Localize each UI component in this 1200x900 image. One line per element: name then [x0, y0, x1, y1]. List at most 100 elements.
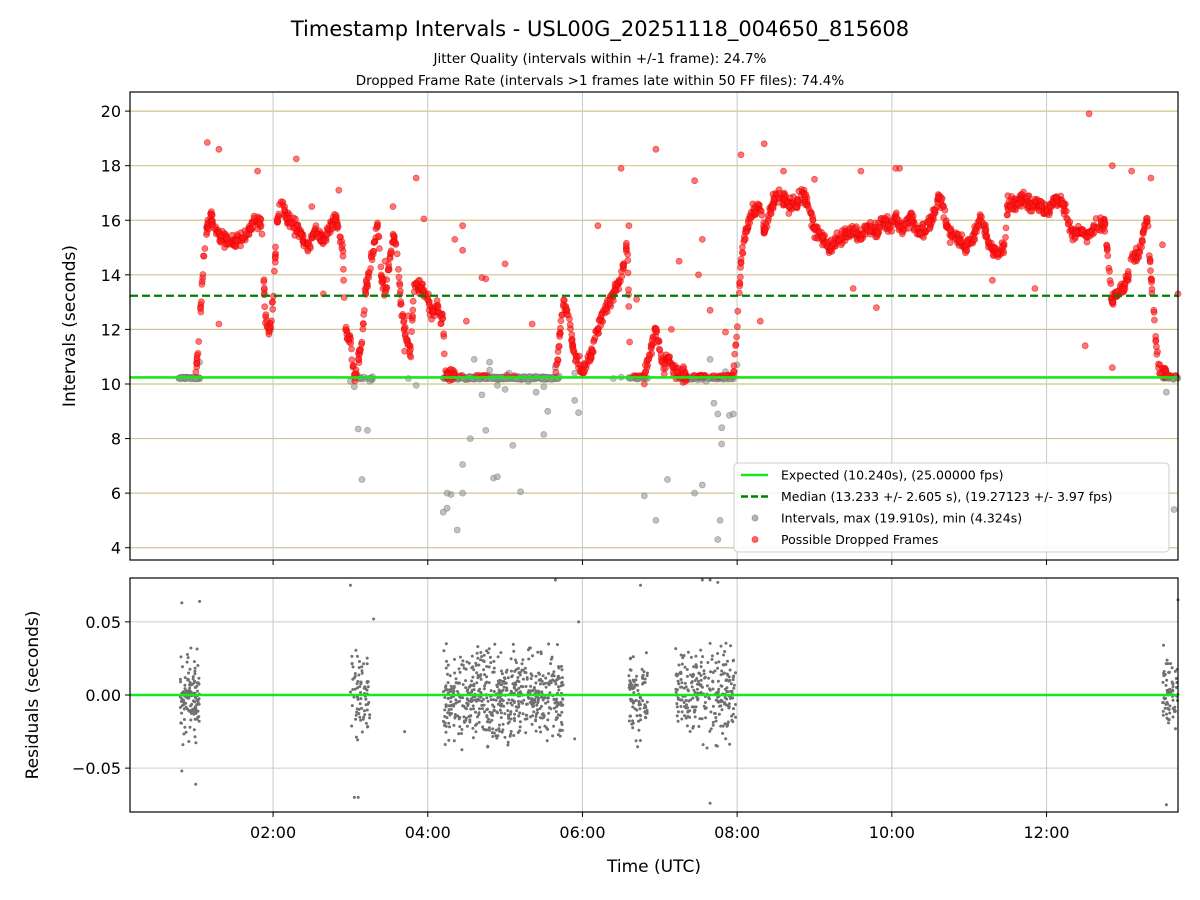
residual-point [498, 729, 501, 733]
residual-point [471, 726, 475, 730]
residual-point [509, 657, 513, 661]
residual-point [540, 716, 544, 720]
dropped-frame-point [408, 328, 416, 336]
residual-point [1165, 678, 1169, 682]
residual-point [710, 654, 714, 658]
residual-point [645, 708, 649, 712]
dropped-frame-point [1109, 298, 1117, 306]
residual-point [723, 650, 727, 653]
dropped-frame-point [1066, 218, 1074, 226]
residual-point [1161, 713, 1165, 717]
dropped-frame-point [804, 203, 812, 211]
residual-point [486, 707, 489, 711]
dropped-frame-point [272, 243, 279, 251]
residual-point [502, 676, 506, 680]
residual-point [195, 647, 199, 651]
dropped-frame-point [320, 237, 328, 245]
dropped-frame-point [384, 266, 392, 274]
residual-point [513, 712, 517, 716]
residual-point [359, 682, 363, 686]
residual-point [442, 649, 446, 653]
residual-point [444, 642, 448, 646]
residual-point [507, 698, 511, 702]
residual-point [474, 723, 477, 727]
residual-point [688, 730, 692, 733]
residual-point [682, 686, 686, 690]
residual-point [699, 665, 703, 669]
dropped-frame-point [447, 365, 455, 373]
residual-point [447, 721, 451, 725]
residual-point [506, 743, 510, 747]
dropped-frame-point [828, 247, 836, 255]
residual-point [643, 715, 647, 719]
residual-point [483, 684, 487, 688]
residual-point [732, 686, 736, 690]
residual-point [498, 678, 502, 682]
residual-point [555, 704, 559, 707]
residual-point [1168, 711, 1172, 715]
residual-point [724, 703, 728, 707]
dropped-frame-point [698, 235, 706, 243]
residual-point [178, 706, 182, 709]
residual-point [694, 665, 698, 669]
residual-point [502, 704, 506, 708]
residual-point [354, 735, 358, 739]
residual-point [551, 734, 555, 738]
residual-point [444, 666, 448, 670]
dropped-frame-point [738, 249, 746, 256]
dropped-frame-point [197, 298, 205, 306]
residual-point [694, 663, 698, 667]
dropped-frame-point [370, 247, 378, 255]
dropped-frame-point [1013, 200, 1021, 208]
interval-point [478, 391, 486, 399]
dropped-frame-point [770, 196, 778, 204]
residual-point [545, 739, 549, 743]
residual-point [193, 705, 197, 709]
residual-point [356, 795, 360, 799]
residual-point [711, 704, 715, 708]
dropped-frame-point [749, 200, 757, 208]
residual-point [514, 683, 518, 687]
residual-point [441, 719, 445, 723]
residual-point [639, 718, 643, 722]
residual-point [471, 704, 475, 708]
dropped-frame-point [335, 186, 343, 194]
dropped-frame-point [256, 219, 264, 227]
dropped-frame-point [395, 273, 403, 281]
residual-point [506, 676, 510, 680]
residual-point [525, 676, 529, 680]
y-tick-label: −0.05 [72, 759, 121, 778]
residual-point [691, 696, 695, 700]
residual-point [494, 698, 498, 702]
residual-point [642, 670, 646, 674]
dropped-frame-point [1107, 280, 1115, 288]
residual-point [531, 703, 535, 707]
residual-point [1167, 708, 1171, 711]
residual-point [458, 725, 462, 729]
residual-point [555, 697, 559, 701]
interval-point [482, 426, 490, 434]
dropped-frame-point [459, 222, 467, 230]
y-tick-label: 4 [111, 539, 121, 558]
dropped-frame-point [735, 289, 743, 297]
residual-point [560, 728, 564, 732]
residual-point [540, 695, 544, 699]
residual-point [494, 728, 498, 732]
residual-point [191, 675, 195, 679]
dropped-frame-point [560, 296, 567, 304]
upper-plot-frame [129, 91, 1179, 561]
dropped-frame-point [642, 368, 649, 375]
residual-point [489, 689, 493, 693]
residual-point [711, 680, 715, 684]
dropped-frame-point [1085, 110, 1093, 118]
residual-point [182, 698, 186, 702]
interval-point [453, 526, 461, 534]
residual-point [549, 707, 553, 711]
dropped-frame-point [462, 317, 470, 325]
dropped-frame-point [269, 305, 277, 313]
dropped-frame-point [260, 284, 268, 292]
residual-point [719, 698, 723, 702]
residual-point [705, 684, 709, 688]
residual-point [183, 683, 187, 687]
